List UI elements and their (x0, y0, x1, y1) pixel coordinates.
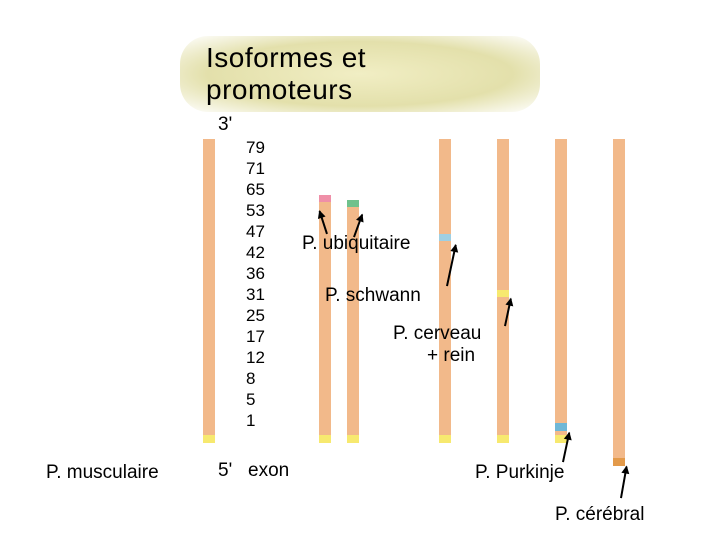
isoform-cap (203, 435, 215, 443)
isoform-bar (555, 139, 567, 440)
isoform-cap (347, 200, 359, 207)
pointer-arrow (620, 466, 627, 498)
isoform-cap (555, 423, 567, 431)
promoter-schwann: P. schwann (325, 285, 421, 307)
isoform-bar (203, 139, 215, 440)
isoform-cap (439, 435, 451, 443)
promoter-ubiquitaire: P. ubiquitaire (302, 233, 410, 255)
promoter-purkinje: P. Purkinje (475, 462, 564, 484)
isoform-cap (497, 435, 509, 443)
isoform-bar (439, 139, 451, 440)
promoter-cerebral: P. cérébral (555, 504, 644, 526)
isoform-bar (613, 139, 625, 466)
promoter-cerveau-1: P. cerveau (393, 323, 481, 345)
promoter-cerveau-2: + rein (427, 345, 475, 367)
isoform-cap (319, 195, 331, 202)
isoform-cap (319, 435, 331, 443)
promoter-musculaire: P. musculaire (46, 462, 159, 484)
pointer-arrow (562, 432, 570, 462)
bars-canvas (0, 0, 720, 540)
isoform-cap (347, 435, 359, 443)
isoform-cap (439, 234, 451, 241)
